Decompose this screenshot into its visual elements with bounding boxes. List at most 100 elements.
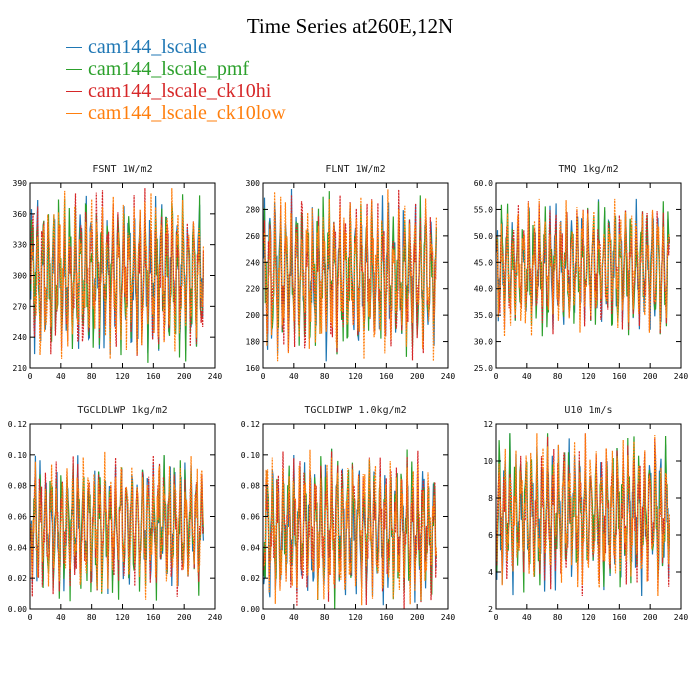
y-tick-label: 0.04 <box>241 543 260 552</box>
panel-title: TGCLDIWP 1.0kg/m2 <box>304 405 406 416</box>
y-tick-label: 260 <box>246 232 261 241</box>
y-tick-label: 220 <box>246 285 261 294</box>
x-tick-label: 0 <box>28 372 33 381</box>
x-tick-label: 40 <box>56 372 66 381</box>
y-tick-label: 0.04 <box>8 543 27 552</box>
x-tick-label: 80 <box>553 372 563 381</box>
x-tick-label: 240 <box>208 372 223 381</box>
x-tick-label: 240 <box>674 372 689 381</box>
x-tick-label: 200 <box>643 613 658 622</box>
y-tick-label: 6 <box>488 531 493 540</box>
series-line <box>496 433 670 597</box>
y-tick-label: 0.00 <box>241 605 260 614</box>
y-tick-label: 210 <box>13 364 28 373</box>
y-tick-label: 360 <box>13 210 28 219</box>
x-tick-label: 120 <box>581 613 596 622</box>
legend-swatch <box>66 68 82 70</box>
legend-label: cam144_lscale_ck10low <box>88 102 286 124</box>
y-tick-label: 10 <box>483 457 493 466</box>
legend-label: cam144_lscale <box>88 36 207 58</box>
panel-title: TMQ 1kg/m2 <box>558 164 618 175</box>
x-tick-label: 240 <box>441 613 456 622</box>
y-tick-label: 180 <box>246 338 261 347</box>
x-tick-label: 40 <box>289 372 299 381</box>
panel-title: FLNT 1W/m2 <box>325 164 385 175</box>
y-tick-label: 45.0 <box>474 258 493 267</box>
x-tick-label: 120 <box>115 372 130 381</box>
series-line <box>263 449 437 606</box>
figure-title: Time Series at260E,12N <box>246 14 454 38</box>
panel-title: TGCLDLWP 1kg/m2 <box>77 405 167 416</box>
y-tick-label: 0.02 <box>8 574 27 583</box>
y-tick-label: 12 <box>483 420 493 429</box>
x-tick-label: 80 <box>320 613 330 622</box>
x-tick-label: 40 <box>522 613 532 622</box>
x-tick-label: 240 <box>674 613 689 622</box>
y-tick-label: 0.08 <box>8 482 27 491</box>
x-tick-label: 0 <box>494 613 499 622</box>
panel-title: U10 1m/s <box>564 405 612 416</box>
legend-swatch <box>66 46 82 48</box>
y-tick-label: 160 <box>246 364 261 373</box>
x-tick-label: 80 <box>320 372 330 381</box>
x-tick-label: 160 <box>612 613 627 622</box>
x-tick-label: 40 <box>522 372 532 381</box>
y-tick-label: 0.02 <box>241 574 260 583</box>
x-tick-label: 0 <box>28 613 33 622</box>
y-tick-label: 2 <box>488 605 493 614</box>
legend-item: cam144_lscale_ck10low <box>66 102 286 124</box>
chart-panel: FSNT 1W/m2 0 40 80 120 160 200 240 210 240 270 300 3… <box>13 164 223 381</box>
y-tick-label: 8 <box>488 494 493 503</box>
legend-item: cam144_lscale_ck10hi <box>66 80 286 102</box>
y-tick-label: 240 <box>13 333 28 342</box>
chart-panel: TGCLDIWP 1.0kg/m2 0 40 80 120 160 200 240 0.00 0.… <box>241 405 456 622</box>
x-tick-label: 200 <box>643 372 658 381</box>
legend-swatch <box>66 112 82 114</box>
x-tick-label: 240 <box>441 372 456 381</box>
y-tick-label: 0.06 <box>8 513 27 522</box>
y-tick-label: 40.0 <box>474 285 493 294</box>
y-tick-label: 280 <box>246 205 261 214</box>
chart-panel: FLNT 1W/m2 0 40 80 120 160 200 240 160 180 200 220 2… <box>246 164 456 381</box>
y-tick-label: 35.0 <box>474 311 493 320</box>
x-tick-label: 80 <box>553 613 563 622</box>
y-tick-label: 200 <box>246 311 261 320</box>
y-tick-label: 25.0 <box>474 364 493 373</box>
y-tick-label: 0.08 <box>241 482 260 491</box>
x-tick-label: 0 <box>261 613 266 622</box>
x-tick-label: 200 <box>410 372 425 381</box>
legend-swatch <box>66 90 82 92</box>
legend-label: cam144_lscale_ck10hi <box>88 80 272 102</box>
series-line <box>30 451 204 600</box>
x-tick-label: 120 <box>348 613 363 622</box>
y-tick-label: 60.0 <box>474 179 493 188</box>
x-tick-label: 0 <box>261 372 266 381</box>
y-tick-label: 300 <box>246 179 261 188</box>
legend-label: cam144_lscale_pmf <box>88 58 250 80</box>
series-line <box>263 189 437 362</box>
chart-panel: TGCLDLWP 1kg/m2 0 40 80 120 160 200 240 0.00 0.02… <box>8 405 223 622</box>
y-tick-label: 240 <box>246 258 261 267</box>
y-tick-label: 390 <box>13 179 28 188</box>
legend-item: cam144_lscale <box>66 36 286 58</box>
series-line <box>263 189 437 361</box>
y-tick-label: 0.10 <box>241 451 260 460</box>
series-line <box>496 198 670 337</box>
x-tick-label: 160 <box>146 372 161 381</box>
y-tick-label: 50.0 <box>474 232 493 241</box>
legend: cam144_lscale cam144_lscale_pmf cam144_l… <box>66 36 286 124</box>
y-tick-label: 4 <box>488 568 493 577</box>
y-tick-label: 30.0 <box>474 338 493 347</box>
x-tick-label: 200 <box>410 613 425 622</box>
y-tick-label: 55.0 <box>474 205 493 214</box>
y-tick-label: 330 <box>13 241 28 250</box>
x-tick-label: 80 <box>87 372 97 381</box>
x-tick-label: 240 <box>208 613 223 622</box>
chart-panel: U10 1m/s 0 40 80 120 160 200 240 2 4 6 8 10 12 <box>483 405 688 622</box>
x-tick-label: 160 <box>146 613 161 622</box>
x-tick-label: 80 <box>87 613 97 622</box>
y-tick-label: 270 <box>13 302 28 311</box>
x-tick-label: 120 <box>581 372 596 381</box>
